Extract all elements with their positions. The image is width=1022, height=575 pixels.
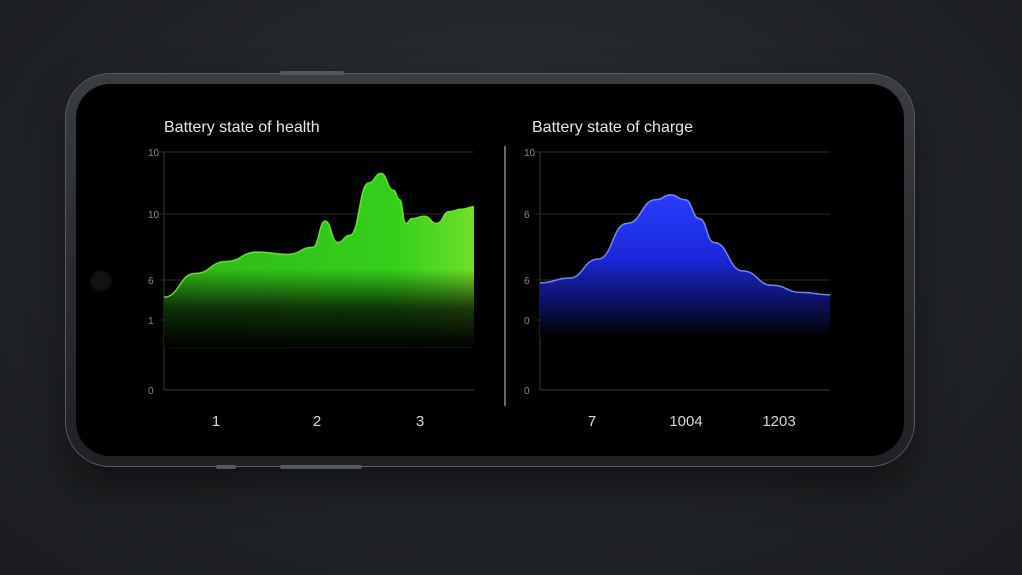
side-button-small	[216, 465, 236, 469]
phone-frame: Battery state of health Battery state of…	[66, 71, 914, 469]
y-tick-label: 10	[524, 148, 536, 159]
x-tick-label: 3	[416, 413, 424, 430]
chart-divider	[504, 146, 506, 406]
series-line	[539, 194, 831, 296]
y-tick-label: 0	[524, 386, 530, 397]
camera-icon	[90, 270, 112, 292]
y-tick-label: 6	[148, 276, 154, 287]
charge-chart-title: Battery state of charge	[532, 119, 693, 136]
x-tick-label: 1203	[762, 413, 795, 430]
x-tick-label: 2	[313, 413, 321, 430]
y-tick-label: 1	[148, 316, 154, 327]
sensor-dot	[902, 156, 906, 160]
series-area-fade	[164, 173, 474, 348]
phone-screen: Battery state of health Battery state of…	[76, 84, 904, 456]
y-tick-label: 10	[148, 148, 160, 159]
y-tick-label: 6	[524, 210, 530, 221]
x-tick-label: 7	[588, 413, 596, 430]
y-tick-label: 0	[524, 316, 530, 327]
volume-button	[280, 71, 344, 75]
x-tick-label: 1	[212, 413, 220, 430]
x-tick-label: 1004	[669, 413, 702, 430]
side-button	[280, 465, 362, 469]
health-chart-title: Battery state of health	[164, 119, 320, 136]
series-line	[163, 172, 475, 298]
sensor-dot	[902, 174, 906, 178]
y-tick-label: 6	[524, 276, 530, 287]
series-area	[540, 194, 830, 338]
y-tick-label: 10	[148, 210, 160, 221]
y-tick-label: 0	[148, 386, 154, 397]
